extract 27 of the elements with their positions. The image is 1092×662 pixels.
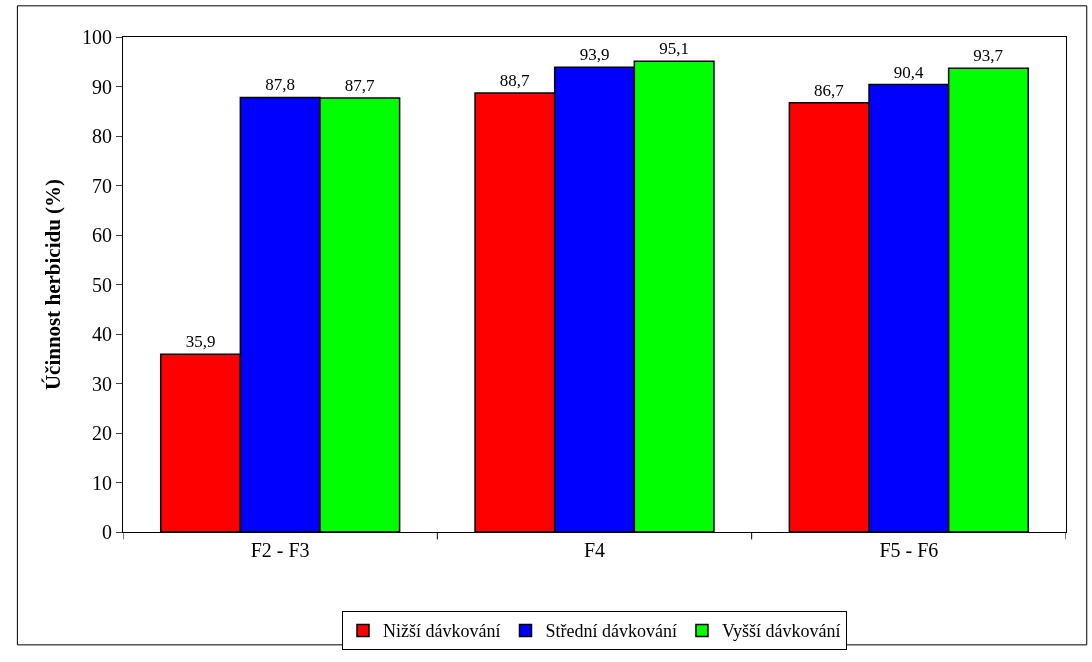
x-tick-label: F2 - F3 [250, 539, 310, 561]
data-label: 90,4 [893, 62, 924, 82]
data-label: 93,7 [973, 46, 1004, 66]
data-label: 93,9 [579, 45, 610, 65]
y-tick-label: 100 [82, 26, 112, 48]
legend-label: Nižší dávkování [383, 621, 501, 642]
y-tick-label: 90 [92, 75, 112, 98]
y-tick-label: 30 [92, 372, 112, 395]
data-label: 35,9 [185, 332, 216, 352]
data-label: 88,7 [499, 70, 530, 90]
y-tick-label: 40 [92, 323, 112, 345]
y-tick-label: 10 [92, 471, 112, 494]
y-tick-label: 50 [92, 273, 112, 296]
x-tick-label: F4 [583, 539, 606, 561]
y-tick-label: 70 [92, 174, 112, 197]
y-axis-title: Účinnost herbicidu (%) [41, 178, 66, 391]
x-tick-label: F5 - F6 [879, 539, 939, 561]
y-tick-label: 80 [92, 125, 112, 147]
data-label: 86,7 [814, 80, 845, 100]
data-label: 87,8 [265, 75, 296, 95]
data-label: 87,7 [344, 75, 375, 95]
legend-label: Střední dávkování [545, 621, 677, 642]
y-tick-label: 60 [92, 224, 112, 246]
legend-label: Vyšší dávkování [721, 621, 841, 642]
y-tick-label: 20 [92, 422, 112, 444]
y-tick-label: 0 [102, 521, 112, 543]
data-label: 95,1 [659, 39, 690, 59]
